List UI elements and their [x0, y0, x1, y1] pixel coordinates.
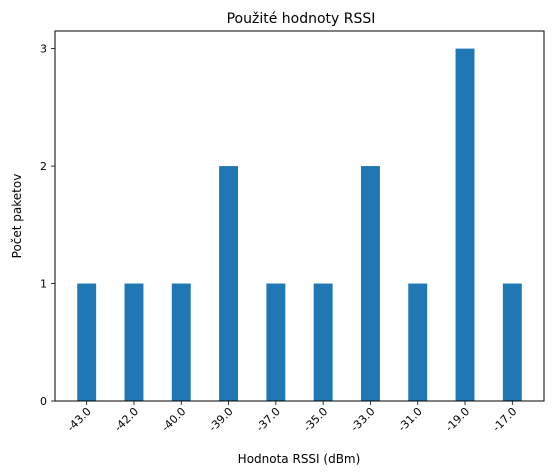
x-tick-label: -42.0	[112, 405, 141, 434]
bar--33.0	[360, 166, 380, 401]
bar--17.0	[502, 283, 522, 401]
bar--39.0	[219, 166, 239, 401]
x-tick-label: -19.0	[443, 405, 472, 434]
bar--35.0	[313, 283, 333, 401]
bar--37.0	[266, 283, 286, 401]
x-tick-label: -35.0	[301, 405, 330, 434]
bar--31.0	[408, 283, 428, 401]
chart-title: Použité hodnoty RSSI	[227, 11, 376, 27]
y-tick-label: 1	[40, 278, 47, 291]
x-axis: -43.0 -42.0 -40.0 -39.0 -37.0 -35.0 -33.0 -31.0…	[64, 401, 519, 434]
x-tick-label: -17.0	[490, 405, 519, 434]
bar--43.0	[77, 283, 97, 401]
x-tick-label: -39.0	[206, 405, 235, 434]
x-tick-label: -33.0	[348, 405, 377, 434]
y-tick-label: 3	[40, 43, 47, 56]
bar--40.0	[171, 283, 191, 401]
x-tick-label: -37.0	[254, 405, 283, 434]
y-tick-label: 2	[40, 160, 47, 173]
y-axis-label: Počet paketov	[10, 174, 24, 259]
x-tick-label: -31.0	[396, 405, 425, 434]
bar--19.0	[455, 48, 475, 402]
bars-group	[77, 48, 522, 402]
y-tick-label: 0	[40, 395, 47, 408]
y-axis: 0 1 2 3	[40, 43, 55, 408]
x-tick-label: -40.0	[159, 405, 188, 434]
bar--42.0	[124, 283, 144, 401]
x-axis-label: Hodnota RSSI (dBm)	[238, 452, 361, 466]
x-tick-label: -43.0	[64, 405, 93, 434]
plot-frame	[54, 30, 545, 402]
